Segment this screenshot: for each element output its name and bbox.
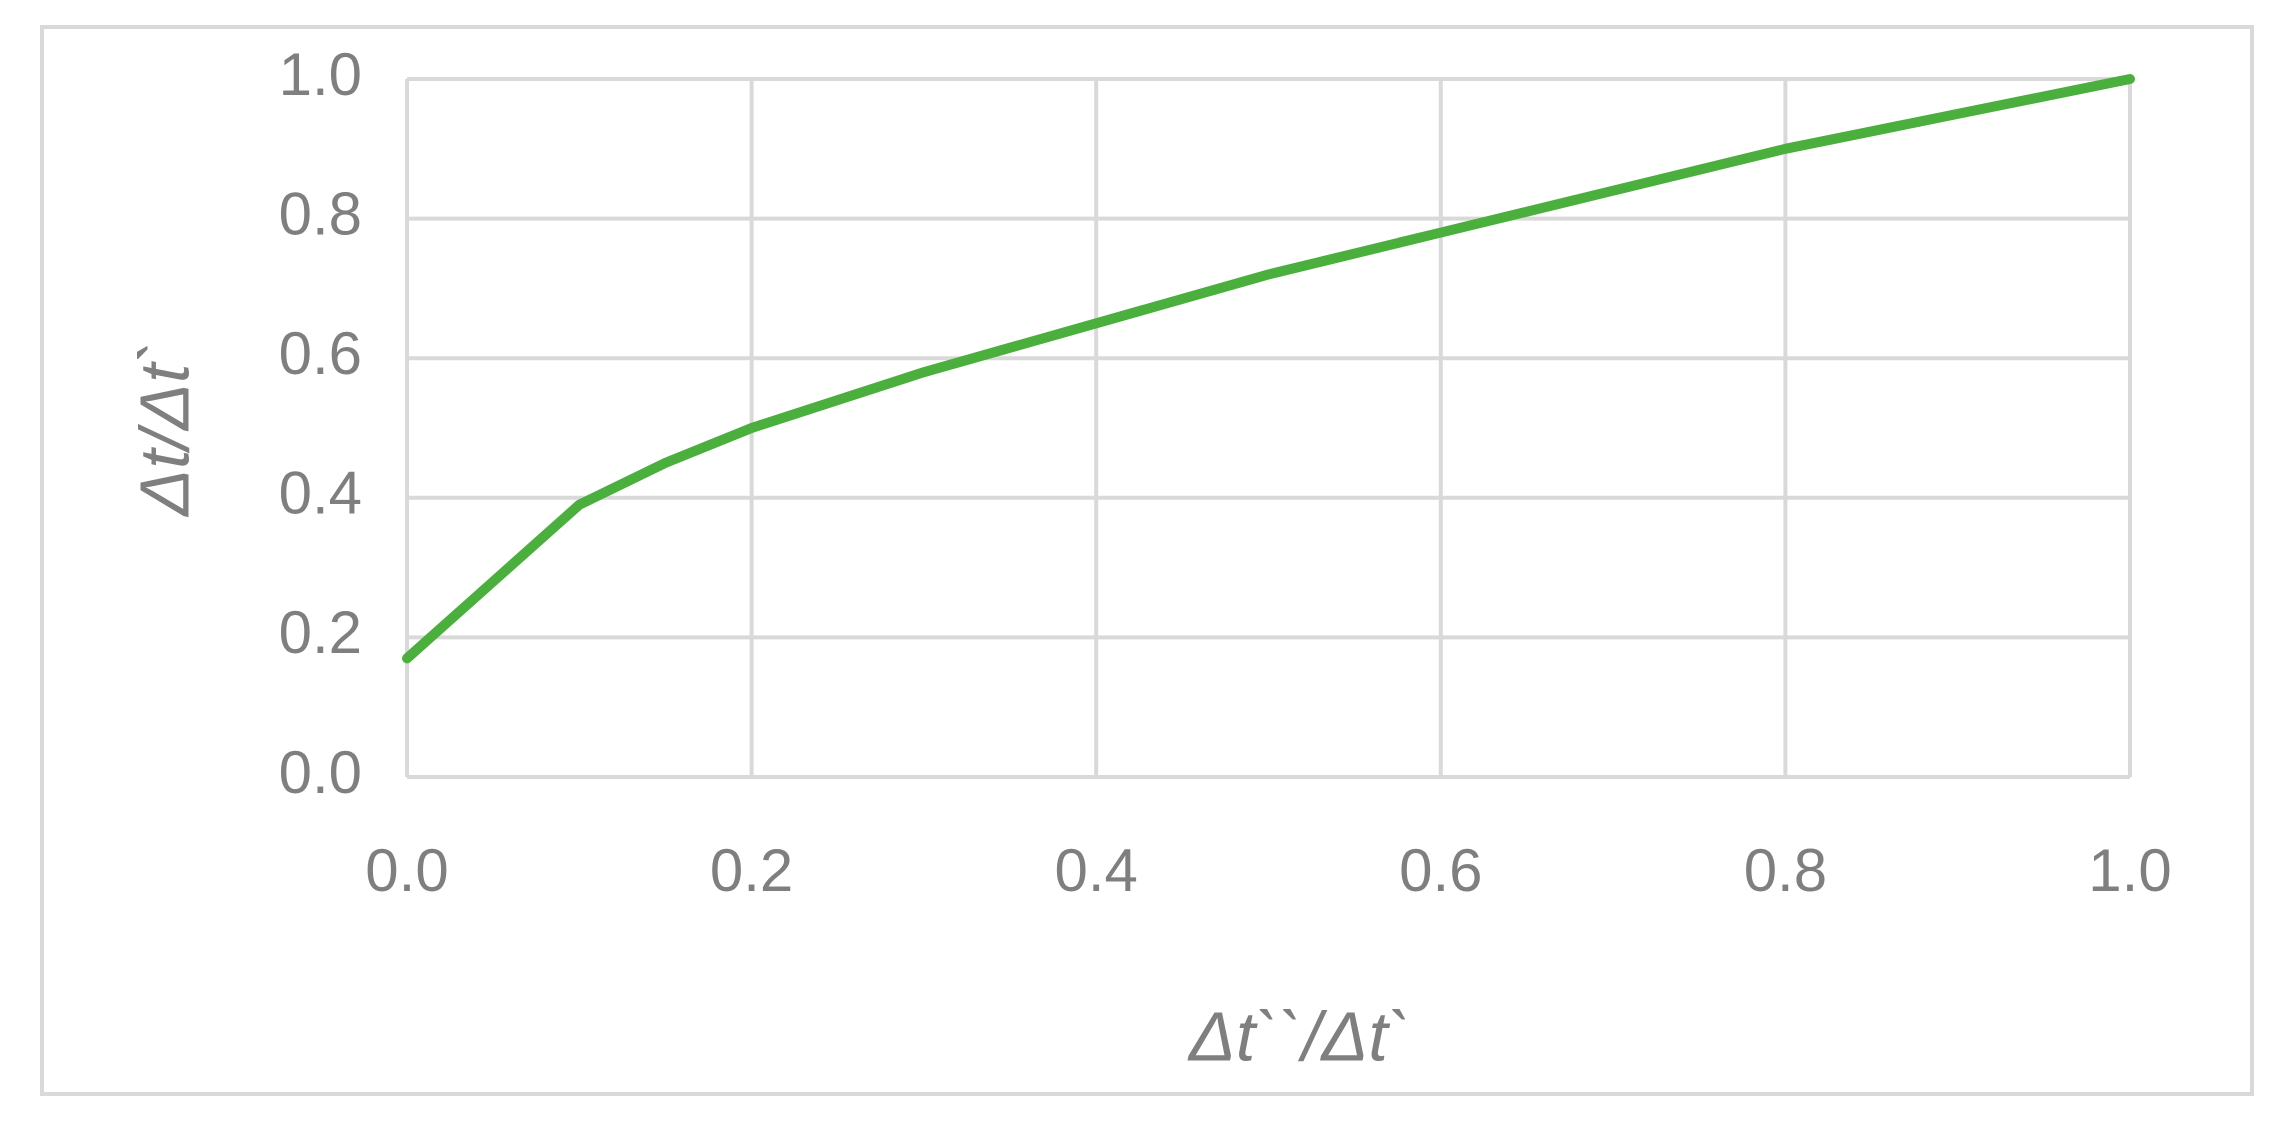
x-tick-label: 1.0 [2088,837,2171,904]
y-tick-label: 1.0 [279,41,362,108]
chart-frame [40,25,2254,1096]
y-axis-title: Δt/Δt` [125,340,203,518]
y-tick-label: 0.2 [279,599,362,666]
x-tick-label: 0.8 [1744,837,1827,904]
x-axis-title: Δt``/Δt` [1187,997,1411,1075]
y-tick-label: 0.4 [279,460,362,527]
y-tick-label: 0.6 [279,320,362,387]
x-tick-label: 0.2 [710,837,793,904]
x-tick-label: 0.6 [1399,837,1482,904]
data-line [402,74,2135,664]
y-tick-label: 0.8 [279,180,362,247]
x-tick-label: 0.4 [1054,837,1137,904]
x-tick-label: 0.0 [365,837,448,904]
y-tick-label: 0.0 [279,739,362,806]
